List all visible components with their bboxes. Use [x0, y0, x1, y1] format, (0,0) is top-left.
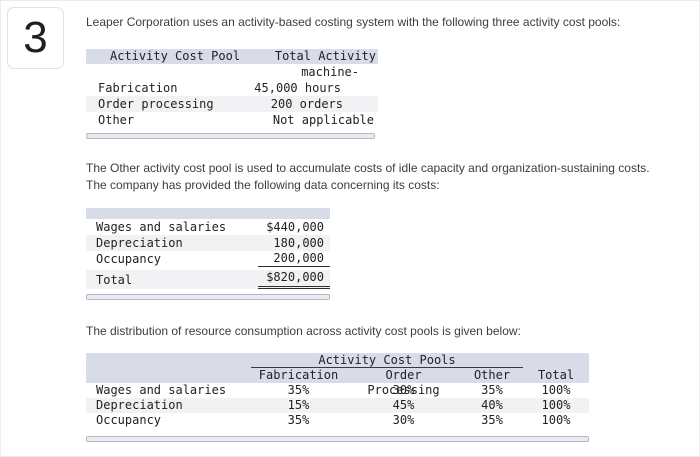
distribution-paragraph: The distribution of resource consumption…: [86, 324, 521, 338]
cell-total: 100%: [541, 398, 571, 412]
other-pool-line1: The Other activity cost pool is used to …: [86, 161, 650, 175]
question-number: 3: [23, 13, 48, 62]
column-header-row: Fabrication Order Processing Other Total: [86, 368, 589, 397]
cell-fabrication: 35%: [287, 383, 310, 397]
row-label: Occupancy: [96, 252, 162, 266]
intro-paragraph: Leaper Corporation uses an activity-base…: [86, 15, 621, 29]
header-order-processing: Order Processing: [367, 368, 440, 397]
row-value: Not applicable: [272, 113, 374, 127]
table-row: Depreciation 180,000: [86, 235, 330, 251]
table-footer-bar: [86, 436, 589, 442]
cell-total: 100%: [541, 383, 571, 397]
table-row: Wages and salaries $440,000: [86, 219, 330, 235]
row-value: 180,000: [273, 236, 324, 250]
distribution-table: Activity Cost Pools Fabrication Order Pr…: [86, 353, 589, 442]
header-spacer: [86, 368, 251, 383]
cell-other: 35%: [481, 413, 503, 427]
cell-order-processing: 30%: [392, 413, 415, 427]
header-spacer: [523, 353, 589, 368]
row-label: Other: [98, 113, 135, 127]
header-total-activity: Total Activity: [274, 49, 376, 63]
row-label: Depreciation: [96, 236, 183, 250]
group-header-activity-cost-pools: Activity Cost Pools: [251, 353, 523, 368]
table-footer-bar: [86, 294, 330, 300]
row-value: 45,000 hours: [254, 81, 341, 95]
table-row: Other Not applicable: [86, 112, 378, 128]
table-footer-bar: [86, 133, 375, 139]
cell-order-processing: 45%: [392, 398, 415, 412]
header-spacer: [86, 353, 251, 368]
row-label: Order processing: [98, 97, 214, 111]
table-row: Depreciation 15% 45% 40% 100%: [86, 398, 589, 413]
cell-order-processing: 30%: [392, 383, 415, 397]
wrap-unit-text: machine-: [301, 65, 359, 79]
header-other: Other: [473, 368, 511, 382]
table-header-bar: [86, 208, 330, 219]
row-label: Depreciation: [96, 398, 183, 412]
row-value-underlined: 200,000: [258, 250, 330, 267]
header-activity-cost-pool: Activity Cost Pool: [110, 49, 241, 63]
total-value: $820,000: [258, 268, 330, 289]
group-header-row: Activity Cost Pools: [86, 353, 589, 368]
cost-table: Wages and salaries $440,000 Depreciation…: [86, 208, 330, 300]
header-fabrication: Fabrication: [258, 368, 339, 382]
table-row: Fabrication 45,000 hours: [86, 80, 378, 96]
table-row: Occupancy 200,000: [86, 251, 330, 267]
table-row: Occupancy 35% 30% 35% 100%: [86, 413, 589, 428]
cell-other: 40%: [481, 398, 503, 412]
table-total-row: Total $820,000: [86, 270, 330, 289]
table-header-row: Activity Cost Pool Total Activity: [86, 49, 378, 64]
activity-cost-pool-table: Activity Cost Pool Total Activity machin…: [86, 49, 378, 139]
row-label: Fabrication: [98, 81, 178, 95]
question-number-card: 3: [7, 7, 64, 69]
cell-total: 100%: [541, 413, 571, 427]
other-pool-line2: The company has provided the following d…: [86, 178, 440, 192]
row-value: $440,000: [266, 220, 324, 234]
table-row: Order processing 200 orders: [86, 96, 378, 112]
total-label: Total: [96, 273, 133, 287]
header-total: Total: [537, 368, 575, 382]
row-value: 200 orders: [270, 97, 343, 111]
table-row: Wages and salaries 35% 30% 35% 100%: [86, 383, 589, 398]
row-label: Wages and salaries: [96, 383, 227, 397]
row-label: Occupancy: [96, 413, 162, 427]
cell-fabrication: 35%: [287, 413, 310, 427]
cell-fabrication: 15%: [287, 398, 310, 412]
table-row-wrap-unit: machine-: [86, 64, 378, 80]
other-pool-paragraph: The Other activity cost pool is used to …: [86, 160, 699, 194]
row-label: Wages and salaries: [96, 220, 227, 234]
cell-other: 35%: [481, 383, 503, 397]
